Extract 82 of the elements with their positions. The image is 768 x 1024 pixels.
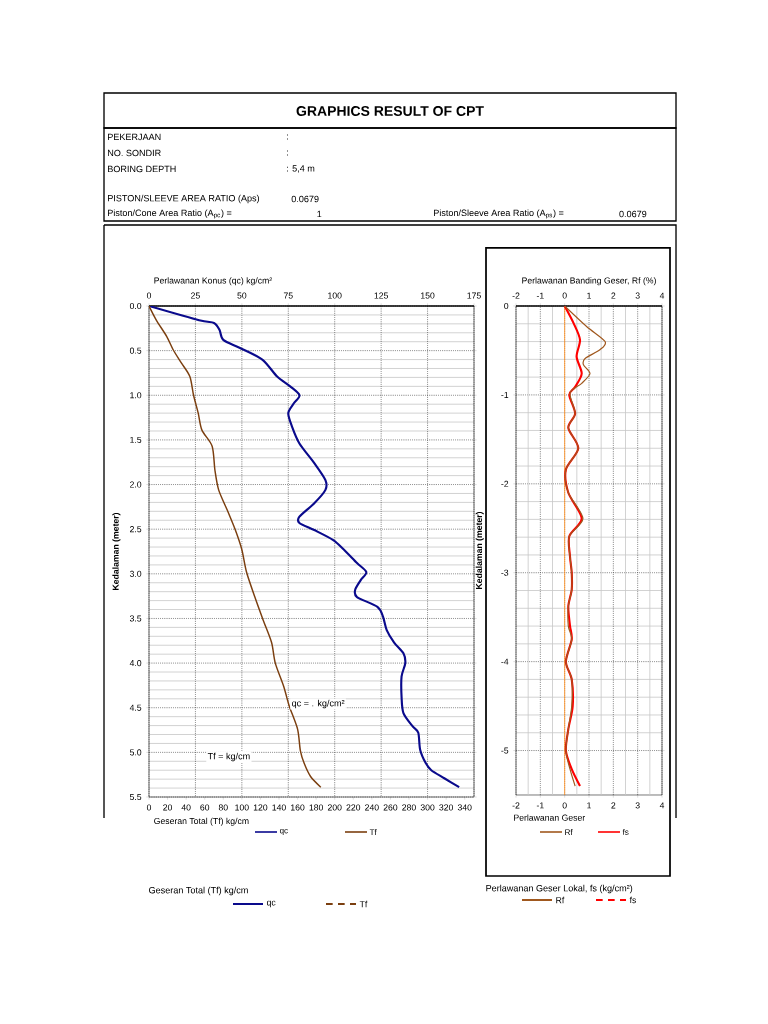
legend-label: Tf <box>369 829 377 835</box>
x-tick-label: 40 <box>181 804 191 811</box>
line-series <box>563 306 583 788</box>
x-tick-label: 200 <box>327 804 342 811</box>
line-series <box>564 306 606 787</box>
y-tick-label: -3 <box>501 569 509 576</box>
text: NO. SONDIR <box>108 149 161 157</box>
text: : 5,4 m <box>287 165 315 173</box>
x-tick-label: 320 <box>439 804 454 811</box>
x-tick-label: 80 <box>218 804 228 811</box>
x-tick-label: -2 <box>512 292 520 299</box>
x2-tick-label: 150 <box>421 292 435 299</box>
x-tick-label: 1 <box>587 292 591 299</box>
y-tick-label: 4.5 <box>129 704 142 711</box>
x-tick-label: 160 <box>291 804 305 811</box>
text: Rf <box>556 896 565 904</box>
annotation: Tf = kg/cm <box>207 752 250 762</box>
x-tick-label: 0 <box>562 292 567 299</box>
x2-tick-label: 50 <box>237 292 247 299</box>
x2-tick-label: 125 <box>374 292 389 299</box>
x-tick-label: 120 <box>253 804 268 811</box>
text: : <box>287 134 288 140</box>
y-tick-label: 0.5 <box>129 347 142 354</box>
annotation: qc = . kg/cm² <box>291 699 345 709</box>
y-tick-label: 3.0 <box>129 570 142 577</box>
x-axis-title: Geseran Total (Tf) kg/cm <box>154 817 249 826</box>
x-tick-label: 100 <box>235 804 249 811</box>
y-tick-label: 1.5 <box>130 436 142 443</box>
x2-tick-label: 25 <box>191 292 200 299</box>
legend-label: qc <box>279 829 288 835</box>
y-tick-label: -2 <box>501 480 509 487</box>
x2-tick-label: 75 <box>283 292 293 299</box>
y-tick-label: -1 <box>501 391 509 398</box>
x-tick-label: 340 <box>457 804 472 811</box>
y-tick-label: -5 <box>501 747 509 754</box>
text: PISTON/SLEEVE AREA RATIO (Aps) <box>108 194 260 204</box>
x-tick-label: 2 <box>611 292 616 299</box>
y-tick-label: 2.0 <box>130 481 142 488</box>
y-tick-label: -4 <box>501 658 509 665</box>
text: Piston/Sleeve Area Ratio (A$_{ps}$) = <box>434 209 564 219</box>
x-tick-label: 180 <box>309 804 324 811</box>
x-tick-label: 280 <box>402 804 416 811</box>
y-axis-title: Kedalaman (meter) <box>475 511 484 589</box>
legend-label: fs <box>622 829 629 835</box>
y-tick-label: 2.5 <box>130 526 142 533</box>
text: BORING DEPTH <box>108 165 176 173</box>
x-tick-label: 260 <box>383 804 398 811</box>
x2-axis-title: Perlawanan Banding Geser, Rf (%) <box>522 277 656 286</box>
x-tick-label: 300 <box>420 804 435 811</box>
text: qc <box>266 900 276 908</box>
y-tick-label: 5.0 <box>129 749 142 756</box>
text: GRAPHICS RESULT OF CPT <box>296 106 484 116</box>
text: : <box>287 150 288 156</box>
y-tick-label: 5.5 <box>129 793 142 801</box>
text: Geseran Total (Tf) kg/cm <box>149 886 248 896</box>
x2-tick-label: 175 <box>467 292 481 299</box>
legend-label: Rf <box>565 829 573 835</box>
x-tick-label: 140 <box>272 804 286 811</box>
text: PEKERJAAN <box>108 133 161 141</box>
text: 1 <box>317 210 322 218</box>
x-tick-label: 4 <box>659 292 665 299</box>
text: 0.0679 <box>291 195 319 203</box>
y-tick-label: 0.0 <box>129 302 142 310</box>
x-tick-label: 60 <box>200 804 210 811</box>
x-tick-label: 220 <box>346 804 361 811</box>
y-tick-label: 4.0 <box>129 660 142 667</box>
x-tick-label: 20 <box>163 804 173 811</box>
y-tick-label: 3.5 <box>129 615 142 622</box>
y-tick-label: 1.0 <box>130 392 142 399</box>
text: 0.0679 <box>619 210 647 218</box>
x2-axis-title: Perlawanan Konus (qc) kg/cm² <box>154 277 273 286</box>
x-tick-label: 3 <box>635 292 640 299</box>
text: Tf <box>359 900 368 908</box>
text: fs <box>629 896 637 904</box>
y-axis-title: Kedalaman (meter) <box>112 512 121 590</box>
x-tick-label: -1 <box>536 292 544 299</box>
text: Piston/Cone Area Ratio (A$_{pc}$) = <box>108 209 232 219</box>
x-tick-label: 240 <box>365 804 379 811</box>
y-tick-label: 0 <box>504 302 509 310</box>
x-tick-label: 0 <box>146 804 152 811</box>
x-axis-title: Perlawanan Geser <box>514 814 586 821</box>
text: Perlawanan Geser Lokal, fs (kg/cm²) <box>486 884 633 894</box>
